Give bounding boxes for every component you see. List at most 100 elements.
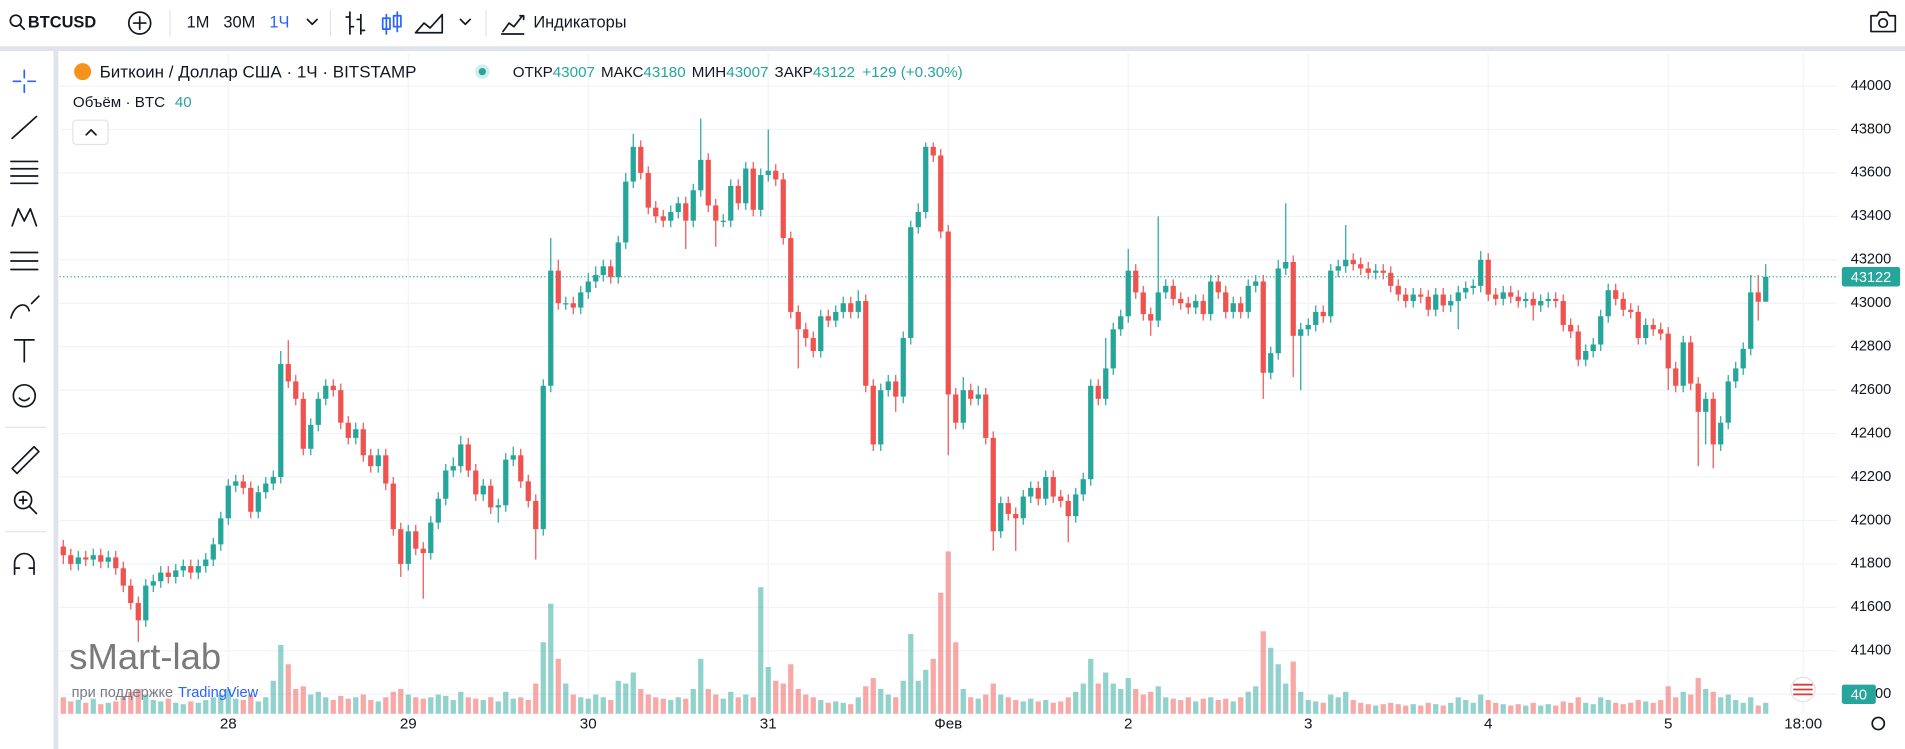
volume-bar (705, 689, 711, 714)
style-dropdown[interactable] (459, 18, 472, 26)
candle-body (510, 455, 516, 460)
volume-bar (653, 697, 659, 714)
volume-bar (1425, 702, 1431, 714)
candle-body (90, 555, 96, 560)
y-tick-label: 42000 (1851, 512, 1892, 528)
interval[interactable]: 30М (223, 13, 255, 31)
candle-body (660, 216, 666, 221)
volume-bar (398, 689, 404, 714)
volume-bar (1215, 700, 1221, 714)
measure-tool[interactable] (11, 445, 40, 475)
candle-body (1110, 329, 1116, 369)
volume-bar (488, 697, 494, 714)
candle-body (353, 429, 359, 438)
candles-style[interactable] (381, 11, 402, 35)
volume-bar (1298, 691, 1304, 714)
volume-bar (780, 683, 786, 714)
trendline-tool[interactable] (11, 115, 38, 140)
text-tool[interactable] (13, 339, 35, 363)
volume-bar (1373, 705, 1379, 714)
volume-bar (930, 658, 936, 714)
icon-tool[interactable] (12, 383, 37, 408)
settings-button[interactable] (1871, 716, 1886, 731)
bars-style[interactable] (345, 11, 366, 35)
volume-bar (728, 691, 734, 714)
ohlc-value: 43007 (553, 64, 595, 81)
volume-bar (713, 694, 719, 714)
candle-body (135, 603, 141, 621)
candle-body (210, 544, 216, 560)
collapse-icon[interactable] (85, 129, 97, 136)
volume-bar (240, 700, 246, 714)
screenshot-button[interactable] (1870, 11, 1897, 33)
brush-tool[interactable] (10, 295, 40, 319)
interval-active[interactable]: 1Ч (269, 13, 289, 31)
y-tick-label: 42400 (1851, 425, 1892, 441)
compare-button[interactable] (127, 11, 152, 35)
candle-body (1725, 381, 1731, 423)
candle-body (885, 381, 891, 391)
volume-bar (1155, 686, 1161, 714)
candle-body (1335, 266, 1341, 271)
volume-bar (668, 700, 674, 714)
candle-body (1500, 292, 1506, 299)
candle-body (1553, 298, 1559, 302)
candle-body (1703, 398, 1709, 412)
candle-body (1268, 353, 1274, 373)
indicators-icon[interactable] (500, 14, 525, 35)
candle-body (1455, 292, 1461, 302)
candle-body (810, 337, 816, 352)
candle-body (1575, 331, 1581, 360)
candle-body (1748, 292, 1754, 349)
candle-body (1763, 276, 1769, 302)
candle-body (668, 211, 674, 221)
candle-body (270, 477, 276, 484)
partner-link[interactable]: TradingView (178, 685, 259, 701)
candle-body (1658, 329, 1664, 334)
volume-bar (1110, 683, 1116, 714)
volume-bar (1673, 697, 1679, 714)
candle-body (1103, 368, 1109, 399)
x-tick-label: 29 (400, 716, 417, 733)
volume-bar (540, 642, 546, 714)
indicators-button[interactable]: Индикаторы (533, 13, 626, 31)
zoom-tool[interactable] (13, 490, 33, 510)
volume-bar (1343, 691, 1349, 714)
candle-body (1418, 294, 1424, 297)
candle-body (1448, 301, 1454, 306)
candle-body (1028, 487, 1034, 497)
candle-body (1470, 285, 1476, 289)
ohlc-value: 43180 (643, 64, 685, 81)
volume-bar (908, 633, 914, 714)
candle-body (735, 185, 741, 204)
volume-bar (458, 691, 464, 714)
candle-body (923, 146, 929, 212)
volume-bar (300, 686, 306, 714)
volume-bar (870, 678, 876, 714)
symbol-search[interactable]: BTCUSD (9, 13, 96, 31)
y-tick-label: 41600 (1851, 599, 1892, 615)
interval[interactable]: 1М (187, 13, 210, 31)
volume-bar (68, 701, 74, 714)
collapse-legend[interactable] (72, 119, 109, 146)
x-tick-label: 18:00 (1784, 716, 1822, 733)
y-tick-label: 43800 (1851, 121, 1892, 137)
volume-bar (390, 691, 396, 714)
last-price-box (1841, 267, 1901, 287)
volume-bar (1200, 698, 1206, 714)
prediction-tool[interactable] (10, 251, 39, 271)
candle-body (1740, 348, 1746, 369)
interval-dropdown[interactable] (306, 18, 318, 26)
crosshair-tool[interactable] (12, 69, 37, 94)
candle-body (1065, 500, 1071, 517)
area-style[interactable] (414, 13, 444, 34)
candle-body (705, 159, 711, 206)
symbol[interactable]: BTCUSD (28, 13, 96, 31)
candle-body (428, 522, 434, 554)
candle-body (323, 385, 329, 399)
candle-body (1380, 270, 1386, 273)
magnet-tool[interactable] (13, 552, 35, 576)
pattern-tool[interactable] (11, 207, 38, 227)
candle-body (1305, 324, 1311, 330)
fib-tool[interactable] (10, 160, 39, 185)
